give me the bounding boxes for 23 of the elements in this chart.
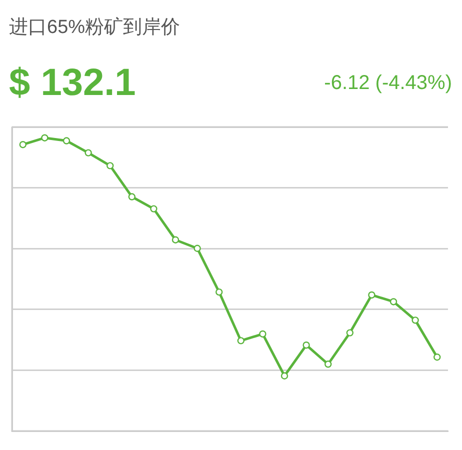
point (368, 291, 376, 299)
chart-title: 进口65%粉矿到岸价 (9, 16, 180, 40)
point (41, 134, 48, 142)
point (106, 162, 114, 170)
point (280, 372, 288, 380)
point (259, 330, 266, 338)
point (194, 244, 201, 252)
point (84, 149, 92, 156)
point (237, 337, 244, 344)
point (150, 205, 158, 212)
text: -6.12 (-4.43%) (324, 72, 452, 95)
point (412, 316, 419, 324)
point (390, 298, 398, 306)
point (302, 342, 310, 349)
point (324, 360, 332, 368)
point (128, 193, 136, 200)
chart-subtitle: $ 132.1 (9, 62, 136, 105)
point (434, 354, 441, 361)
point (62, 137, 70, 144)
point (346, 329, 354, 336)
point (19, 140, 26, 148)
point (216, 288, 223, 296)
point (172, 236, 180, 244)
